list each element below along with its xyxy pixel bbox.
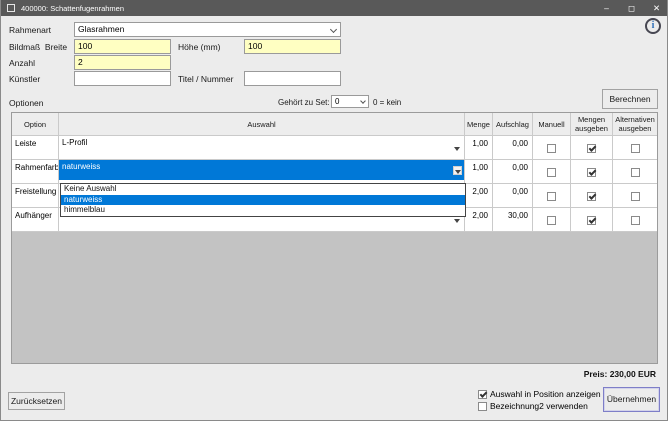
chevron-down-icon[interactable] (453, 144, 462, 153)
set-label: Gehört zu Set: (278, 98, 330, 107)
rahmenart-value: Glasrahmen (78, 24, 125, 34)
table-header-row: Option Auswahl Menge Aufschlag Manuell M… (12, 113, 657, 136)
option-name: Rahmenfarbe (12, 160, 59, 183)
titel-input[interactable] (244, 71, 341, 86)
zuruecksetzen-button[interactable]: Zurücksetzen (8, 392, 65, 410)
checkbox-box[interactable] (478, 401, 487, 411)
bezeichnung2-checkbox[interactable]: Bezeichnung2 verwenden (478, 401, 588, 411)
checkbox-label: Auswahl in Position anzeigen (490, 389, 601, 399)
option-name: Freistellung (12, 184, 59, 207)
optionen-section-label: Optionen (9, 98, 44, 108)
price-text: Preis: 230,00 EUR (583, 369, 656, 379)
auswahl-value: naturweiss (62, 162, 101, 171)
aufschlag-value: 0,00 (493, 184, 533, 207)
set-hint: 0 = kein (373, 98, 402, 107)
options-table: Option Auswahl Menge Aufschlag Manuell M… (11, 112, 658, 364)
col-header-menge: Menge (465, 113, 493, 135)
auswahl-in-position-checkbox[interactable]: Auswahl in Position anzeigen (478, 389, 601, 399)
manuell-checkbox[interactable] (547, 144, 556, 153)
checkbox-box[interactable] (478, 389, 487, 399)
kuenstler-input[interactable] (74, 71, 171, 86)
auswahl-combobox[interactable] (59, 208, 464, 231)
col-header-aufschlag: Aufschlag (493, 113, 533, 135)
titel-label: Titel / Nummer (178, 74, 234, 84)
aufschlag-value: 0,00 (493, 160, 533, 183)
set-value: 0 (335, 97, 340, 106)
titlebar: 400000: Schattenfugenrahmen – ◻ ✕ (1, 0, 667, 16)
col-header-auswahl: Auswahl (59, 113, 465, 135)
chevron-down-icon[interactable] (453, 166, 462, 175)
auswahl-combobox[interactable]: L-Profil (59, 136, 464, 159)
manuell-checkbox[interactable] (547, 168, 556, 177)
option-name: Leiste (12, 136, 59, 159)
berechnen-button[interactable]: Berechnen (602, 89, 658, 109)
menge-value: 2,00 (465, 184, 493, 207)
mengen-ausgeben-checkbox[interactable] (587, 168, 596, 177)
auswahl-value: L-Profil (62, 138, 88, 147)
breite-input[interactable]: 100 (74, 39, 171, 54)
bildmass-label: Bildmaß Breite (9, 42, 68, 52)
aufschlag-value: 0,00 (493, 136, 533, 159)
menge-value: 1,00 (465, 136, 493, 159)
table-row: Rahmenfarbe naturweiss 1,00 0,00 (12, 160, 657, 184)
option-name: Aufhänger (12, 208, 59, 231)
chevron-down-icon (360, 98, 366, 104)
dropdown-item[interactable]: himmelblau (64, 205, 105, 214)
info-icon[interactable]: i (645, 18, 661, 34)
dropdown-item[interactable]: Keine Auswahl (64, 184, 117, 193)
anzahl-label: Anzahl (9, 58, 35, 68)
mengen-ausgeben-checkbox[interactable] (587, 144, 596, 153)
checkbox-label: Bezeichnung2 verwenden (490, 401, 588, 411)
close-button[interactable]: ✕ (652, 3, 661, 13)
manuell-checkbox[interactable] (547, 216, 556, 225)
alternativen-ausgeben-checkbox[interactable] (630, 192, 640, 201)
manuell-checkbox[interactable] (547, 192, 556, 201)
mengen-ausgeben-checkbox[interactable] (587, 216, 596, 225)
open-dropdown-list: Keine Auswahl naturweiss himmelblau (60, 183, 466, 217)
col-header-mengen-ausgeben: Mengen ausgeben (571, 113, 613, 135)
mengen-ausgeben-checkbox[interactable] (587, 192, 596, 201)
minimize-button[interactable]: – (604, 3, 609, 13)
auswahl-combobox-selected[interactable]: naturweiss (59, 160, 464, 180)
alternativen-ausgeben-checkbox[interactable] (630, 216, 640, 225)
hoehe-input[interactable]: 100 (244, 39, 341, 54)
rahmenart-combobox[interactable]: Glasrahmen (74, 22, 341, 37)
hoehe-label: Höhe (mm) (178, 42, 221, 52)
kuenstler-label: Künstler (9, 74, 41, 84)
set-combobox[interactable]: 0 (331, 95, 369, 108)
table-row: Leiste L-Profil 1,00 0,00 (12, 136, 657, 160)
rahmenart-label: Rahmenart (9, 25, 52, 35)
col-header-manuell: Manuell (533, 113, 571, 135)
alternativen-ausgeben-checkbox[interactable] (630, 168, 640, 177)
app-icon (7, 4, 15, 12)
col-header-alternativen-ausgeben: Alternativen ausgeben (615, 115, 655, 133)
maximize-button[interactable]: ◻ (627, 3, 636, 13)
dropdown-item-selected[interactable]: naturweiss (61, 194, 465, 205)
aufschlag-value: 30,00 (493, 208, 533, 231)
window-title: 400000: Schattenfugenrahmen (21, 3, 124, 13)
menge-value: 1,00 (465, 160, 493, 183)
chevron-down-icon (329, 25, 338, 34)
menge-value: 2,00 (465, 208, 493, 231)
alternativen-ausgeben-checkbox[interactable] (630, 144, 640, 153)
uebernehmen-button[interactable]: Übernehmen (603, 387, 660, 412)
col-header-option: Option (12, 113, 59, 135)
anzahl-input[interactable]: 2 (74, 55, 171, 70)
table-empty-area (12, 232, 657, 363)
chevron-down-icon[interactable] (453, 216, 462, 225)
